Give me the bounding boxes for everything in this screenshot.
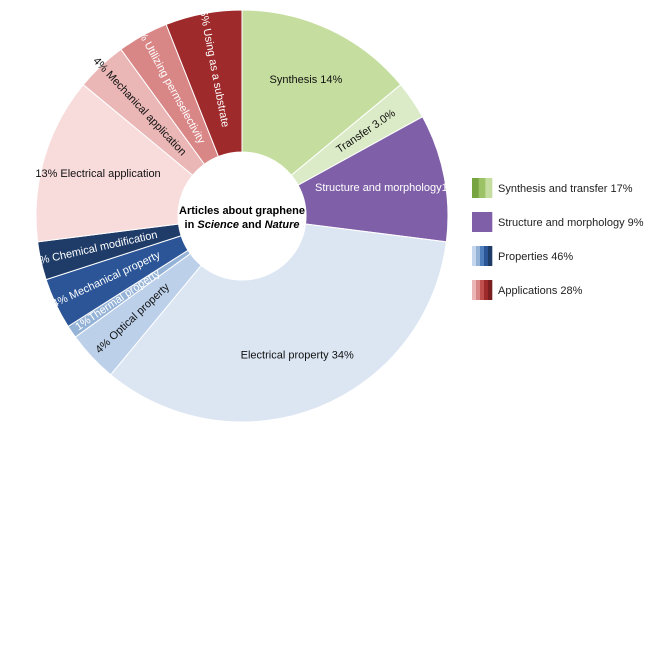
chart-title-part: and (239, 219, 265, 231)
legend-label: Properties 46% (498, 251, 573, 263)
legend-entry: Structure and morphology 9% (472, 212, 644, 232)
legend-swatch-stripe (488, 246, 493, 266)
slice-label: Electrical property 34% (241, 349, 354, 361)
donut-slice (165, 9, 243, 158)
legend-label: Applications 28% (498, 285, 583, 297)
slice-label: Synthesis 14% (270, 74, 343, 86)
legend-swatch-stripe (485, 178, 493, 198)
chart-title-line-2: in Science and Nature (185, 219, 300, 231)
legend-entry: Synthesis and transfer 17% (472, 178, 633, 198)
legend-swatch-stripe (472, 178, 479, 198)
legend-swatch-stripe (488, 280, 493, 300)
legend-swatch-stripe (480, 280, 485, 300)
legend-swatch-stripe (476, 246, 481, 266)
legend-swatch-stripe (484, 246, 489, 266)
legend-label: Structure and morphology 9% (498, 217, 644, 229)
chart-title-part: Articles about graphene (179, 205, 305, 217)
legend-swatch-stripe (472, 246, 477, 266)
chart-title-part: Nature (265, 219, 300, 231)
legend-swatch-stripe (480, 246, 485, 266)
legend-swatch-stripe (484, 280, 489, 300)
legend-swatch-stripe (476, 280, 481, 300)
slice-label: Structure and morphology10% (315, 182, 464, 194)
donut-slice (241, 9, 402, 176)
donut-slices (35, 9, 449, 423)
legend-swatch-stripe (472, 280, 477, 300)
donut-slice (35, 83, 194, 243)
legend: Synthesis and transfer 17% Structure and … (472, 178, 644, 300)
legend-swatch-stripe (472, 212, 493, 232)
chart-title-part: in (185, 219, 198, 231)
chart-title-line-1: Articles about graphene (179, 205, 305, 217)
legend-entry: Applications 28% (472, 280, 583, 300)
legend-label: Synthesis and transfer 17% (498, 183, 633, 195)
legend-swatch-stripe (478, 178, 486, 198)
slice-label: 13% Electrical application (35, 168, 160, 180)
legend-entry: Properties 46% (472, 246, 573, 266)
chart-title-part: Science (197, 219, 239, 231)
